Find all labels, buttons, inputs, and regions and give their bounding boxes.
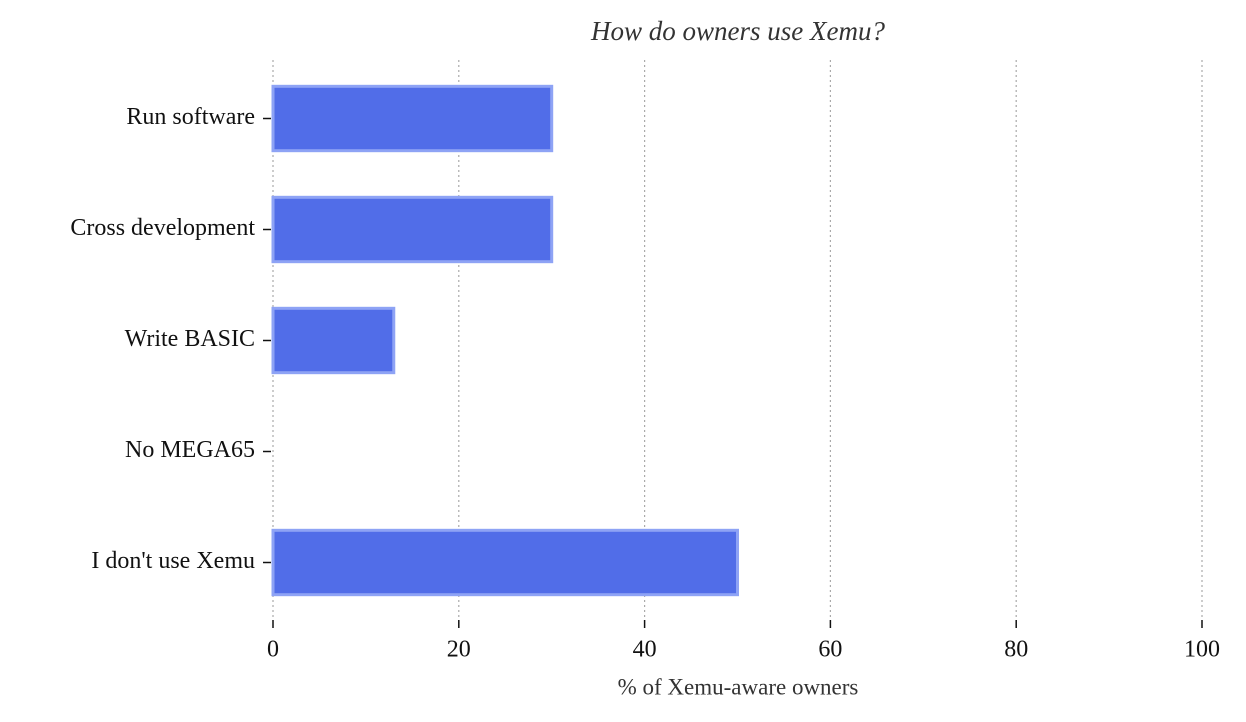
y-tick-label: No MEGA65 xyxy=(125,437,255,463)
x-tick-label: 60 xyxy=(818,637,842,663)
y-tick-label: Run software xyxy=(126,104,255,130)
y-tick-label: Cross development xyxy=(70,215,255,241)
y-tick-label: I don't use Xemu xyxy=(91,548,255,574)
x-axis-label: % of Xemu-aware owners xyxy=(618,674,859,699)
bar xyxy=(271,306,396,375)
bar xyxy=(271,195,554,264)
x-tick-label: 0 xyxy=(267,637,279,663)
x-tick-label: 20 xyxy=(447,637,471,663)
x-tick-label: 80 xyxy=(1004,637,1028,663)
chart-title: How do owners use Xemu? xyxy=(590,16,885,46)
bar xyxy=(271,528,739,597)
x-tick-label: 100 xyxy=(1184,637,1220,663)
y-tick-label: Write BASIC xyxy=(125,326,255,352)
bar xyxy=(271,84,554,153)
x-tick-label: 40 xyxy=(633,637,657,663)
